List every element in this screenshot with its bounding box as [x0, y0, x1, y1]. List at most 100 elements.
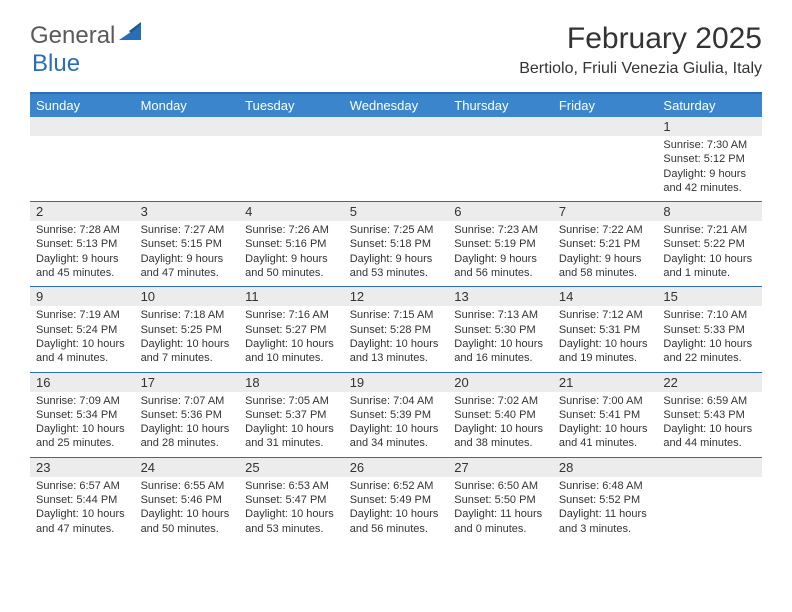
day-info-line: Daylight: 10 hours and 41 minutes.	[559, 422, 654, 451]
day-cell: Sunrise: 7:26 AMSunset: 5:16 PMDaylight:…	[239, 221, 344, 286]
weekday-header: Monday	[135, 94, 240, 117]
day-cell: Sunrise: 7:04 AMSunset: 5:39 PMDaylight:…	[344, 392, 449, 457]
day-info-line: Sunset: 5:27 PM	[245, 323, 340, 337]
day-info-line: Sunset: 5:36 PM	[141, 408, 236, 422]
title-block: February 2025 Bertiolo, Friuli Venezia G…	[519, 22, 762, 78]
day-info-line: Daylight: 11 hours and 3 minutes.	[559, 507, 654, 536]
weekday-header: Friday	[553, 94, 658, 117]
day-info-line: Sunset: 5:25 PM	[141, 323, 236, 337]
day-info-line: Sunrise: 6:55 AM	[141, 479, 236, 493]
day-cell: Sunrise: 7:12 AMSunset: 5:31 PMDaylight:…	[553, 306, 658, 371]
day-info-line: Daylight: 10 hours and 22 minutes.	[663, 337, 758, 366]
day-number: 26	[344, 458, 449, 477]
day-info-line: Sunrise: 7:21 AM	[663, 223, 758, 237]
day-number: 6	[448, 202, 553, 221]
day-number: 9	[30, 287, 135, 306]
day-info-line: Daylight: 10 hours and 28 minutes.	[141, 422, 236, 451]
day-info-line: Sunrise: 7:05 AM	[245, 394, 340, 408]
day-cell: Sunrise: 7:15 AMSunset: 5:28 PMDaylight:…	[344, 306, 449, 371]
day-info-line: Sunrise: 6:57 AM	[36, 479, 131, 493]
day-info-line: Daylight: 10 hours and 16 minutes.	[454, 337, 549, 366]
day-info-line: Daylight: 9 hours and 56 minutes.	[454, 252, 549, 281]
day-info-line: Sunrise: 7:19 AM	[36, 308, 131, 322]
day-number-row: 1	[30, 117, 762, 136]
day-info-line: Sunset: 5:52 PM	[559, 493, 654, 507]
day-number: 11	[239, 287, 344, 306]
logo-text-general: General	[30, 22, 115, 50]
day-info-line: Sunset: 5:41 PM	[559, 408, 654, 422]
weekday-header: Wednesday	[344, 94, 449, 117]
day-info-line: Sunrise: 6:53 AM	[245, 479, 340, 493]
day-number: 1	[657, 117, 762, 136]
day-cell: Sunrise: 6:50 AMSunset: 5:50 PMDaylight:…	[448, 477, 553, 542]
day-number: 17	[135, 373, 240, 392]
weekday-header: Thursday	[448, 94, 553, 117]
day-number	[30, 117, 135, 136]
day-number	[344, 117, 449, 136]
day-info-line: Sunrise: 7:07 AM	[141, 394, 236, 408]
day-info-line: Daylight: 10 hours and 13 minutes.	[350, 337, 445, 366]
weekday-header: Tuesday	[239, 94, 344, 117]
day-info-line: Sunrise: 7:15 AM	[350, 308, 445, 322]
day-cell	[344, 136, 449, 201]
day-number	[239, 117, 344, 136]
day-info-line: Sunrise: 7:23 AM	[454, 223, 549, 237]
day-info-line: Sunset: 5:16 PM	[245, 237, 340, 251]
day-body-row: Sunrise: 6:57 AMSunset: 5:44 PM Daylight:…	[30, 477, 762, 542]
day-info-line: Daylight: 10 hours and 4 minutes.	[36, 337, 131, 366]
day-info-line: Sunset: 5:37 PM	[245, 408, 340, 422]
day-info-line: Sunrise: 7:25 AM	[350, 223, 445, 237]
day-cell: Sunrise: 7:30 AMSunset: 5:12 PMDaylight:…	[657, 136, 762, 201]
day-cell: Sunrise: 7:22 AMSunset: 5:21 PMDaylight:…	[553, 221, 658, 286]
day-info-line: Sunrise: 6:48 AM	[559, 479, 654, 493]
day-cell: Sunrise: 7:07 AMSunset: 5:36 PMDaylight:…	[135, 392, 240, 457]
day-info-line: Sunset: 5:15 PM	[141, 237, 236, 251]
day-info-line: Sunrise: 7:00 AM	[559, 394, 654, 408]
day-info-line: Sunset: 5:44 PM	[36, 493, 131, 507]
day-info-line: Sunset: 5:12 PM	[663, 152, 758, 166]
day-number: 7	[553, 202, 658, 221]
day-number: 4	[239, 202, 344, 221]
day-info-line: Daylight: 9 hours and 58 minutes.	[559, 252, 654, 281]
day-cell: Sunrise: 7:00 AMSunset: 5:41 PMDaylight:…	[553, 392, 658, 457]
day-info-line: Sunset: 5:21 PM	[559, 237, 654, 251]
day-cell	[30, 136, 135, 201]
day-cell	[448, 136, 553, 201]
day-cell: Sunrise: 6:48 AMSunset: 5:52 PMDaylight:…	[553, 477, 658, 542]
day-number: 3	[135, 202, 240, 221]
day-cell: Sunrise: 7:16 AMSunset: 5:27 PMDaylight:…	[239, 306, 344, 371]
day-info-line: Sunrise: 7:27 AM	[141, 223, 236, 237]
header: General February 2025 Bertiolo, Friuli V…	[0, 0, 792, 84]
weekday-header-row: SundayMondayTuesdayWednesdayThursdayFrid…	[30, 94, 762, 117]
day-number: 19	[344, 373, 449, 392]
day-number: 12	[344, 287, 449, 306]
location-subtitle: Bertiolo, Friuli Venezia Giulia, Italy	[519, 60, 762, 78]
weekday-header: Saturday	[657, 94, 762, 117]
day-number: 24	[135, 458, 240, 477]
day-cell: Sunrise: 7:13 AMSunset: 5:30 PMDaylight:…	[448, 306, 553, 371]
day-info-line: Daylight: 10 hours and 31 minutes.	[245, 422, 340, 451]
day-cell: Sunrise: 7:25 AMSunset: 5:18 PMDaylight:…	[344, 221, 449, 286]
day-info-line: Daylight: 11 hours and 0 minutes.	[454, 507, 549, 536]
day-info-line: Sunrise: 7:10 AM	[663, 308, 758, 322]
day-number: 23	[30, 458, 135, 477]
day-info-line: Sunrise: 7:18 AM	[141, 308, 236, 322]
day-number: 8	[657, 202, 762, 221]
day-info-line: Sunset: 5:31 PM	[559, 323, 654, 337]
day-info-line: Daylight: 10 hours and 25 minutes.	[36, 422, 131, 451]
day-cell: Sunrise: 7:23 AMSunset: 5:19 PMDaylight:…	[448, 221, 553, 286]
day-cell: Sunrise: 7:02 AMSunset: 5:40 PMDaylight:…	[448, 392, 553, 457]
day-cell: Sunrise: 7:21 AMSunset: 5:22 PMDaylight:…	[657, 221, 762, 286]
day-number	[553, 117, 658, 136]
logo-mark-icon	[119, 22, 145, 45]
day-info-line: Sunrise: 7:30 AM	[663, 138, 758, 152]
day-info-line: Sunrise: 7:22 AM	[559, 223, 654, 237]
day-body-row: Sunrise: 7:28 AMSunset: 5:13 PMDaylight:…	[30, 221, 762, 286]
day-info-line: Sunrise: 7:28 AM	[36, 223, 131, 237]
day-info-line: Daylight: 9 hours and 45 minutes.	[36, 252, 131, 281]
day-info-line: Sunset: 5:39 PM	[350, 408, 445, 422]
day-number	[135, 117, 240, 136]
day-number: 22	[657, 373, 762, 392]
day-info-line: Sunset: 5:13 PM	[36, 237, 131, 251]
day-number: 10	[135, 287, 240, 306]
